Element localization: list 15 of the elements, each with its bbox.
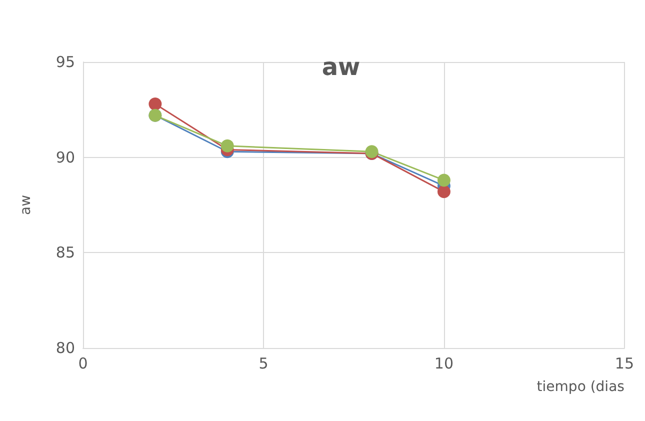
y-tick-label: 90 xyxy=(56,148,75,166)
y-tick-label: 95 xyxy=(56,53,75,71)
point xyxy=(437,185,450,198)
y-tick-label: 85 xyxy=(56,244,75,262)
point xyxy=(220,139,234,152)
point xyxy=(148,97,162,110)
y-axis-title: aw xyxy=(18,194,34,216)
x-tick-label: 10 xyxy=(434,354,454,372)
x-tick-label: 0 xyxy=(78,354,88,372)
x-tick-label: 15 xyxy=(614,354,634,372)
point xyxy=(437,174,450,187)
x-tick-label: 5 xyxy=(258,354,268,372)
chart-title: aw xyxy=(322,53,360,81)
y-tick-label: 80 xyxy=(56,339,75,357)
x-axis-title: tiempo (dias xyxy=(536,379,624,395)
